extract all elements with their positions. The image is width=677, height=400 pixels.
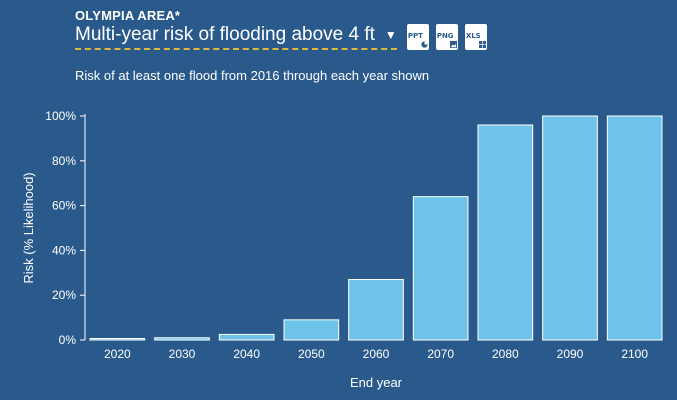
title-row: Multi-year risk of flooding above 4 ft ▼… [75, 24, 487, 50]
y-tick-label: 40% [52, 243, 76, 257]
bar [348, 279, 404, 341]
chevron-down-icon: ▼ [384, 28, 397, 42]
bar [218, 333, 275, 341]
x-tick-label: 2020 [104, 347, 131, 361]
chart-subtitle: Risk of at least one flood from 2016 thr… [75, 68, 430, 83]
x-tick-label: 2050 [298, 347, 325, 361]
x-tick-label: 2070 [427, 347, 454, 361]
y-axis-label: Risk (% Likelihood) [21, 172, 36, 283]
export-ppt-label: PPT [407, 32, 423, 40]
pie-icon [421, 41, 428, 48]
bar [412, 196, 469, 341]
x-tick-label: 2100 [621, 347, 648, 361]
x-axis-label: End year [350, 375, 403, 390]
export-xls-label: XLS [465, 32, 481, 40]
y-tick-label: 0% [59, 333, 77, 347]
y-tick-label: 60% [52, 199, 76, 213]
bar [542, 115, 598, 341]
y-tick-label: 80% [52, 154, 76, 168]
y-tick-label: 100% [45, 109, 76, 123]
export-xls-button[interactable]: XLS [464, 24, 487, 50]
x-tick-label: 2090 [557, 347, 584, 361]
image-icon [449, 41, 457, 48]
y-tick-label: 20% [52, 288, 76, 302]
bar [89, 338, 146, 341]
spreadsheet-icon [478, 41, 486, 48]
bar [283, 319, 340, 341]
chart-header: OLYMPIA AREA* Multi-year risk of floodin… [75, 8, 487, 50]
area-label: OLYMPIA AREA* [75, 8, 181, 23]
export-png-button[interactable]: PNG [435, 24, 458, 50]
export-png-label: PNG [436, 32, 454, 40]
bar [606, 115, 663, 341]
bar [154, 337, 210, 341]
x-tick-label: 2060 [363, 347, 390, 361]
x-tick-label: 2030 [169, 347, 196, 361]
metric-label: Multi-year risk of flooding above 4 ft [75, 24, 375, 45]
bar [477, 124, 534, 341]
export-buttons: PPT PNG XLS [406, 24, 487, 50]
x-tick-label: 2040 [233, 347, 260, 361]
x-tick-label: 2080 [492, 347, 519, 361]
metric-dropdown[interactable]: Multi-year risk of flooding above 4 ft ▼ [75, 24, 397, 50]
export-ppt-button[interactable]: PPT [406, 24, 429, 50]
